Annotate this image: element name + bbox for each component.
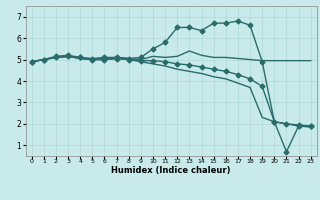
X-axis label: Humidex (Indice chaleur): Humidex (Indice chaleur) (111, 166, 231, 175)
